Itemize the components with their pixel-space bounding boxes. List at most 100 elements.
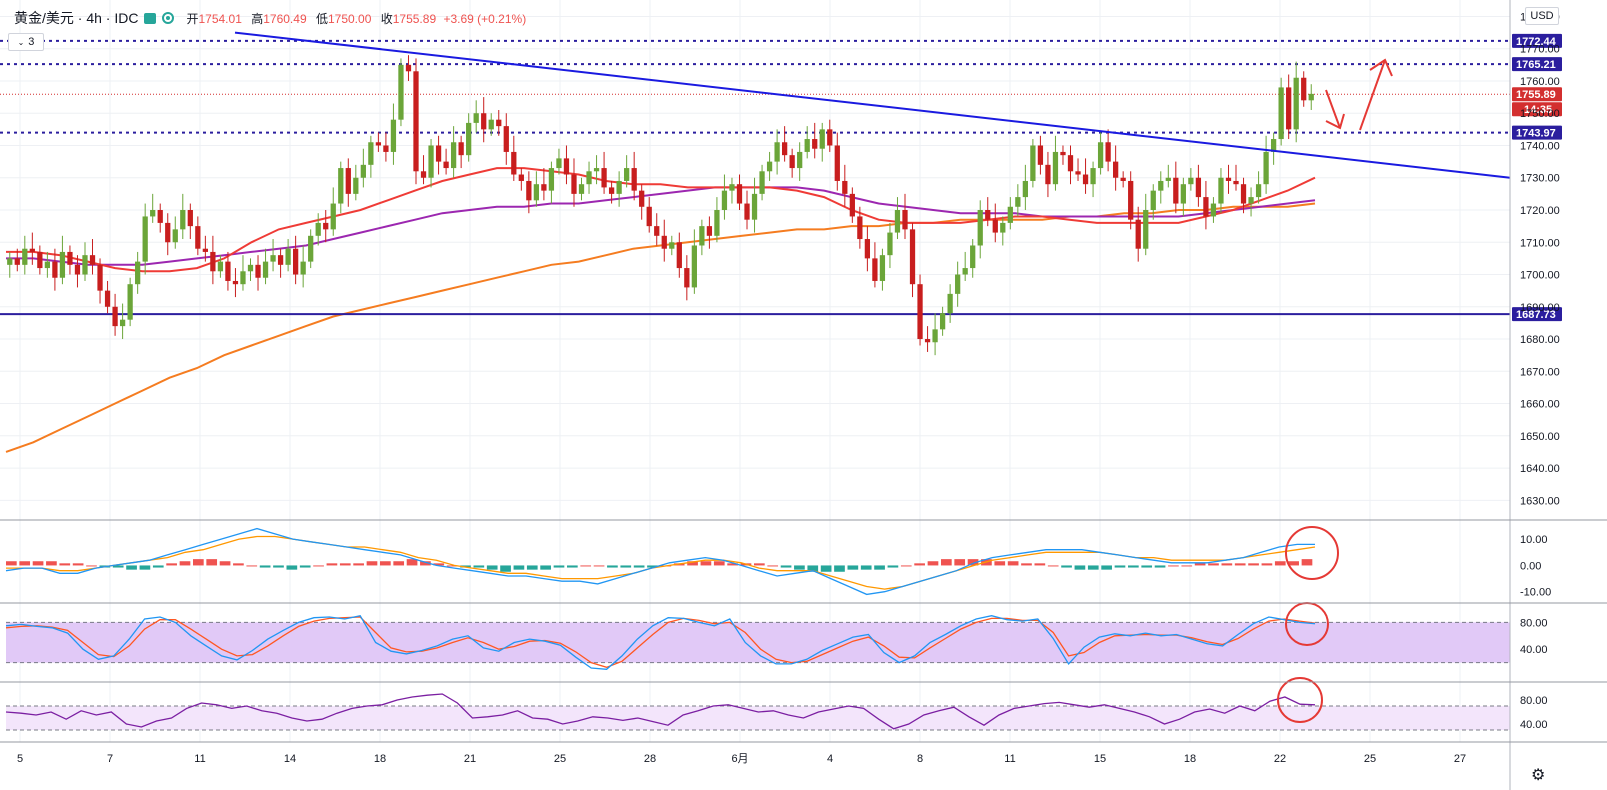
candle-body [624, 168, 630, 181]
macd-histogram-bar [1074, 565, 1086, 570]
candle-body [67, 251, 73, 265]
candle-body [1037, 145, 1044, 165]
candle-body [631, 168, 637, 191]
macd-pane [5, 526, 1339, 596]
drawings[interactable] [234, 31, 1511, 179]
macd-histogram-bar [313, 565, 324, 567]
macd-histogram-bar [1114, 565, 1126, 568]
candle-body [1022, 180, 1028, 198]
candle-body [894, 210, 901, 233]
candle-body [1030, 145, 1036, 181]
macd-histogram-bar [954, 559, 966, 566]
level-label-bg [1512, 57, 1562, 72]
moving-averages [5, 167, 1316, 453]
candle-body [812, 139, 818, 149]
y-tick-label: 1750.00 [1520, 108, 1560, 120]
candle-body [1097, 142, 1104, 169]
candle-body [390, 119, 397, 152]
macd-histogram-bar [59, 563, 71, 566]
candle-body [1286, 87, 1292, 130]
candle-body [1233, 180, 1239, 185]
candle-body [744, 203, 750, 220]
candle-body [639, 190, 645, 207]
macd-histogram-bar [1061, 565, 1072, 568]
candle-body [1150, 190, 1156, 210]
level-label-bg [1512, 125, 1562, 140]
candle-body [789, 155, 795, 169]
candle-body [1270, 139, 1277, 152]
countdown-label: 14:35 [1524, 104, 1552, 116]
countdown-bg [1512, 102, 1562, 117]
candle-body [842, 180, 848, 194]
candle-body [89, 255, 96, 265]
macd-histogram-bar [834, 565, 845, 572]
candle-body [1188, 177, 1194, 185]
candle-body [654, 226, 660, 236]
macd-histogram-bar [1047, 565, 1059, 567]
candle-body [187, 210, 193, 227]
y-tick-label: 1760.00 [1520, 76, 1560, 88]
candles [7, 55, 1314, 356]
macd-histogram-bar [1087, 565, 1099, 570]
candle-body [1195, 177, 1202, 198]
candle-body [420, 171, 427, 178]
macd-histogram-bar [259, 565, 271, 568]
candle-body [834, 145, 840, 181]
x-tick-label: 11 [194, 753, 205, 765]
candle-body [217, 261, 224, 272]
macd-histogram-bar [446, 565, 458, 567]
candle-body [104, 290, 111, 307]
macd-histogram-bar [580, 565, 592, 567]
macd-histogram-bar [32, 561, 44, 566]
candle-body [646, 206, 652, 227]
horizontal-levels[interactable]: 1772.44 1765.21 1755.89 14:35 1743.97 1687.73 [0, 33, 1562, 322]
candle-body [1052, 151, 1059, 185]
y-tick-label: 1740.00 [1520, 140, 1560, 152]
candle-body [1308, 93, 1314, 101]
currency-button[interactable]: USD [1525, 7, 1559, 25]
candle-body [1255, 184, 1262, 198]
candle-body [368, 142, 374, 165]
macd-histogram-bar [941, 559, 952, 566]
macd-histogram-bar [567, 565, 578, 568]
macd-histogram-bar [1208, 563, 1219, 566]
macd-histogram-bar [6, 561, 17, 566]
candle-body [977, 210, 983, 246]
candle-body [804, 139, 810, 152]
candle-body [864, 239, 871, 259]
y-tick-label: 1720.00 [1520, 205, 1560, 217]
candle-body [721, 190, 728, 210]
candle-body [82, 255, 88, 275]
candle-body [902, 210, 908, 230]
candle-body [157, 210, 163, 223]
high-label: 高 [251, 11, 264, 26]
macd-histogram-bar [486, 565, 498, 570]
candle-body [1203, 197, 1209, 217]
indicators-toggle[interactable]: ⌄ 3 [8, 33, 44, 51]
candle-body [797, 151, 803, 169]
candle-body [766, 161, 773, 172]
candle-body [330, 203, 336, 230]
macd-histogram-bar [193, 559, 204, 566]
macd-histogram-bar [139, 565, 151, 570]
x-tick-label: 5 [17, 753, 23, 765]
macd-histogram-bar [179, 561, 191, 566]
candle-body [255, 264, 261, 278]
level-label-bg [1512, 87, 1562, 102]
macd-histogram-bar [19, 561, 31, 566]
chevron-down-icon: ⌄ [17, 37, 25, 47]
macd-histogram-bar [126, 565, 137, 570]
rsi-band [6, 706, 1510, 730]
change-value: +3.69 (+0.21%) [443, 11, 527, 26]
candle-body [669, 242, 675, 249]
candle-body [405, 64, 412, 72]
candle-body [691, 245, 697, 288]
flag-icon[interactable] [144, 12, 157, 24]
macd-histogram-bar [513, 565, 525, 570]
symbol-title[interactable]: 黄金/美元 · 4h · IDC [14, 10, 139, 26]
candle-body [932, 329, 938, 343]
macd-histogram-bar [807, 565, 819, 572]
candle-body [119, 319, 126, 327]
gear-icon[interactable]: ⚙ [1531, 767, 1546, 784]
